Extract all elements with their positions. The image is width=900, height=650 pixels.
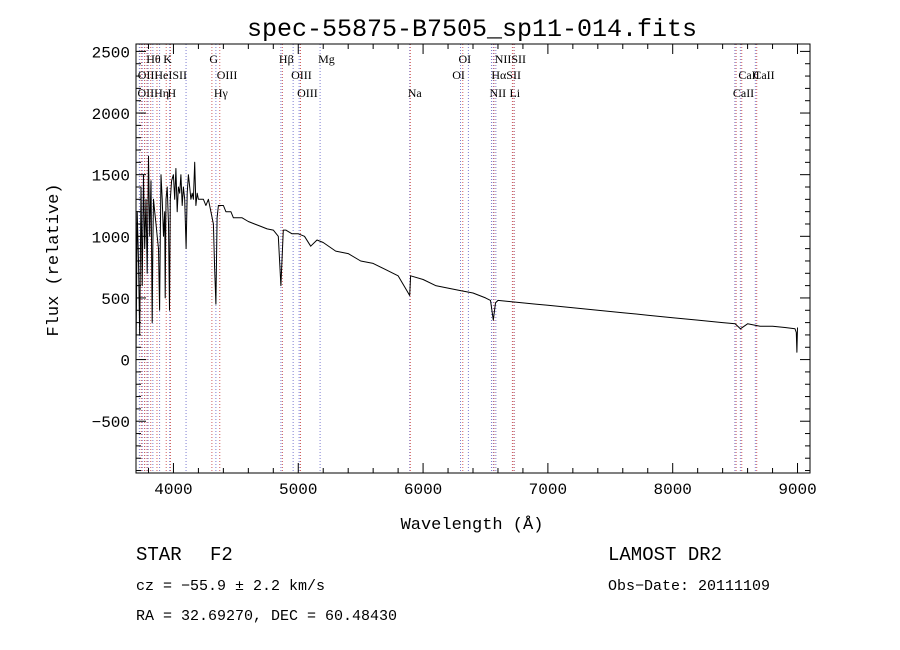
line-markers [138, 44, 758, 473]
y-axis-label: Flux (relative) [45, 183, 64, 336]
line-label-mid-2: OIII [291, 68, 312, 82]
x-tick-label: 6000 [404, 481, 442, 499]
y-tick-label: 500 [101, 291, 130, 309]
spectrum-series [135, 155, 798, 360]
line-label-mid-1: OIII [217, 68, 238, 82]
line-label-mid-6: CaII [753, 68, 774, 82]
x-tick-label: 4000 [154, 481, 192, 499]
line-label-bot-2: Hγ [214, 86, 229, 100]
line-label-top-4: Mg [318, 52, 335, 66]
line-label-top-1: K [163, 52, 172, 66]
survey-name: LAMOST DR2 [608, 544, 722, 566]
line-label-top-6: NIISII [495, 52, 526, 66]
x-axis: 4000 5000 6000 7000 8000 9000 [147, 44, 817, 499]
line-label-top-5: OI [459, 52, 472, 66]
chart-title: spec-55875-B7505_sp11-014.fits [247, 15, 697, 44]
object-subclass: F2 [210, 544, 233, 566]
y-tick-label: 1000 [92, 229, 130, 247]
line-label-top-3: Hβ [279, 52, 294, 66]
line-label-mid-4: HαSII [491, 68, 521, 82]
line-label-mid-5: CaII [738, 68, 759, 82]
x-tick-label: 5000 [279, 481, 317, 499]
coordinates: RA = 32.69270, DEC = 60.48430 [136, 608, 397, 625]
line-label-top-2: G [209, 52, 218, 66]
plot-frame [135, 43, 811, 474]
y-tick-label: 1500 [92, 168, 130, 186]
line-label-bot-1: H [167, 86, 176, 100]
line-label-top-0: Hθ [146, 52, 161, 66]
object-class: STAR [136, 544, 182, 566]
line-label-bot-3: OIII [297, 86, 318, 100]
y-tick-label: 2500 [92, 44, 130, 62]
y-tick-label: −500 [92, 414, 130, 432]
line-labels: Hθ K G Hβ Mg OI NIISII OIIHeISII OIII OIII OI HαSII… [137, 52, 774, 100]
line-label-bot-7: CaII [733, 86, 754, 100]
line-label-mid-0: OIIHeISII [138, 68, 187, 82]
y-tick-label: 2000 [92, 106, 130, 124]
line-label-bot-6: Li [509, 86, 520, 100]
line-label-bot-4: Na [408, 86, 423, 100]
velocity-readout: cz = −55.9 ± 2.2 km/s [136, 578, 325, 595]
line-label-bot-0: OIIHη [137, 86, 169, 100]
y-tick-label: 0 [120, 353, 130, 371]
x-tick-label: 7000 [529, 481, 567, 499]
obs-date: Obs−Date: 20111109 [608, 578, 770, 595]
x-axis-label: Wavelength (Å) [401, 516, 544, 535]
spectrum-line [135, 155, 798, 360]
line-label-bot-5: NII [489, 86, 506, 100]
x-tick-label: 9000 [778, 481, 816, 499]
x-tick-label: 8000 [654, 481, 692, 499]
line-label-mid-3: OI [452, 68, 465, 82]
y-axis: −500 0 500 1000 1500 2000 2500 [92, 44, 810, 472]
